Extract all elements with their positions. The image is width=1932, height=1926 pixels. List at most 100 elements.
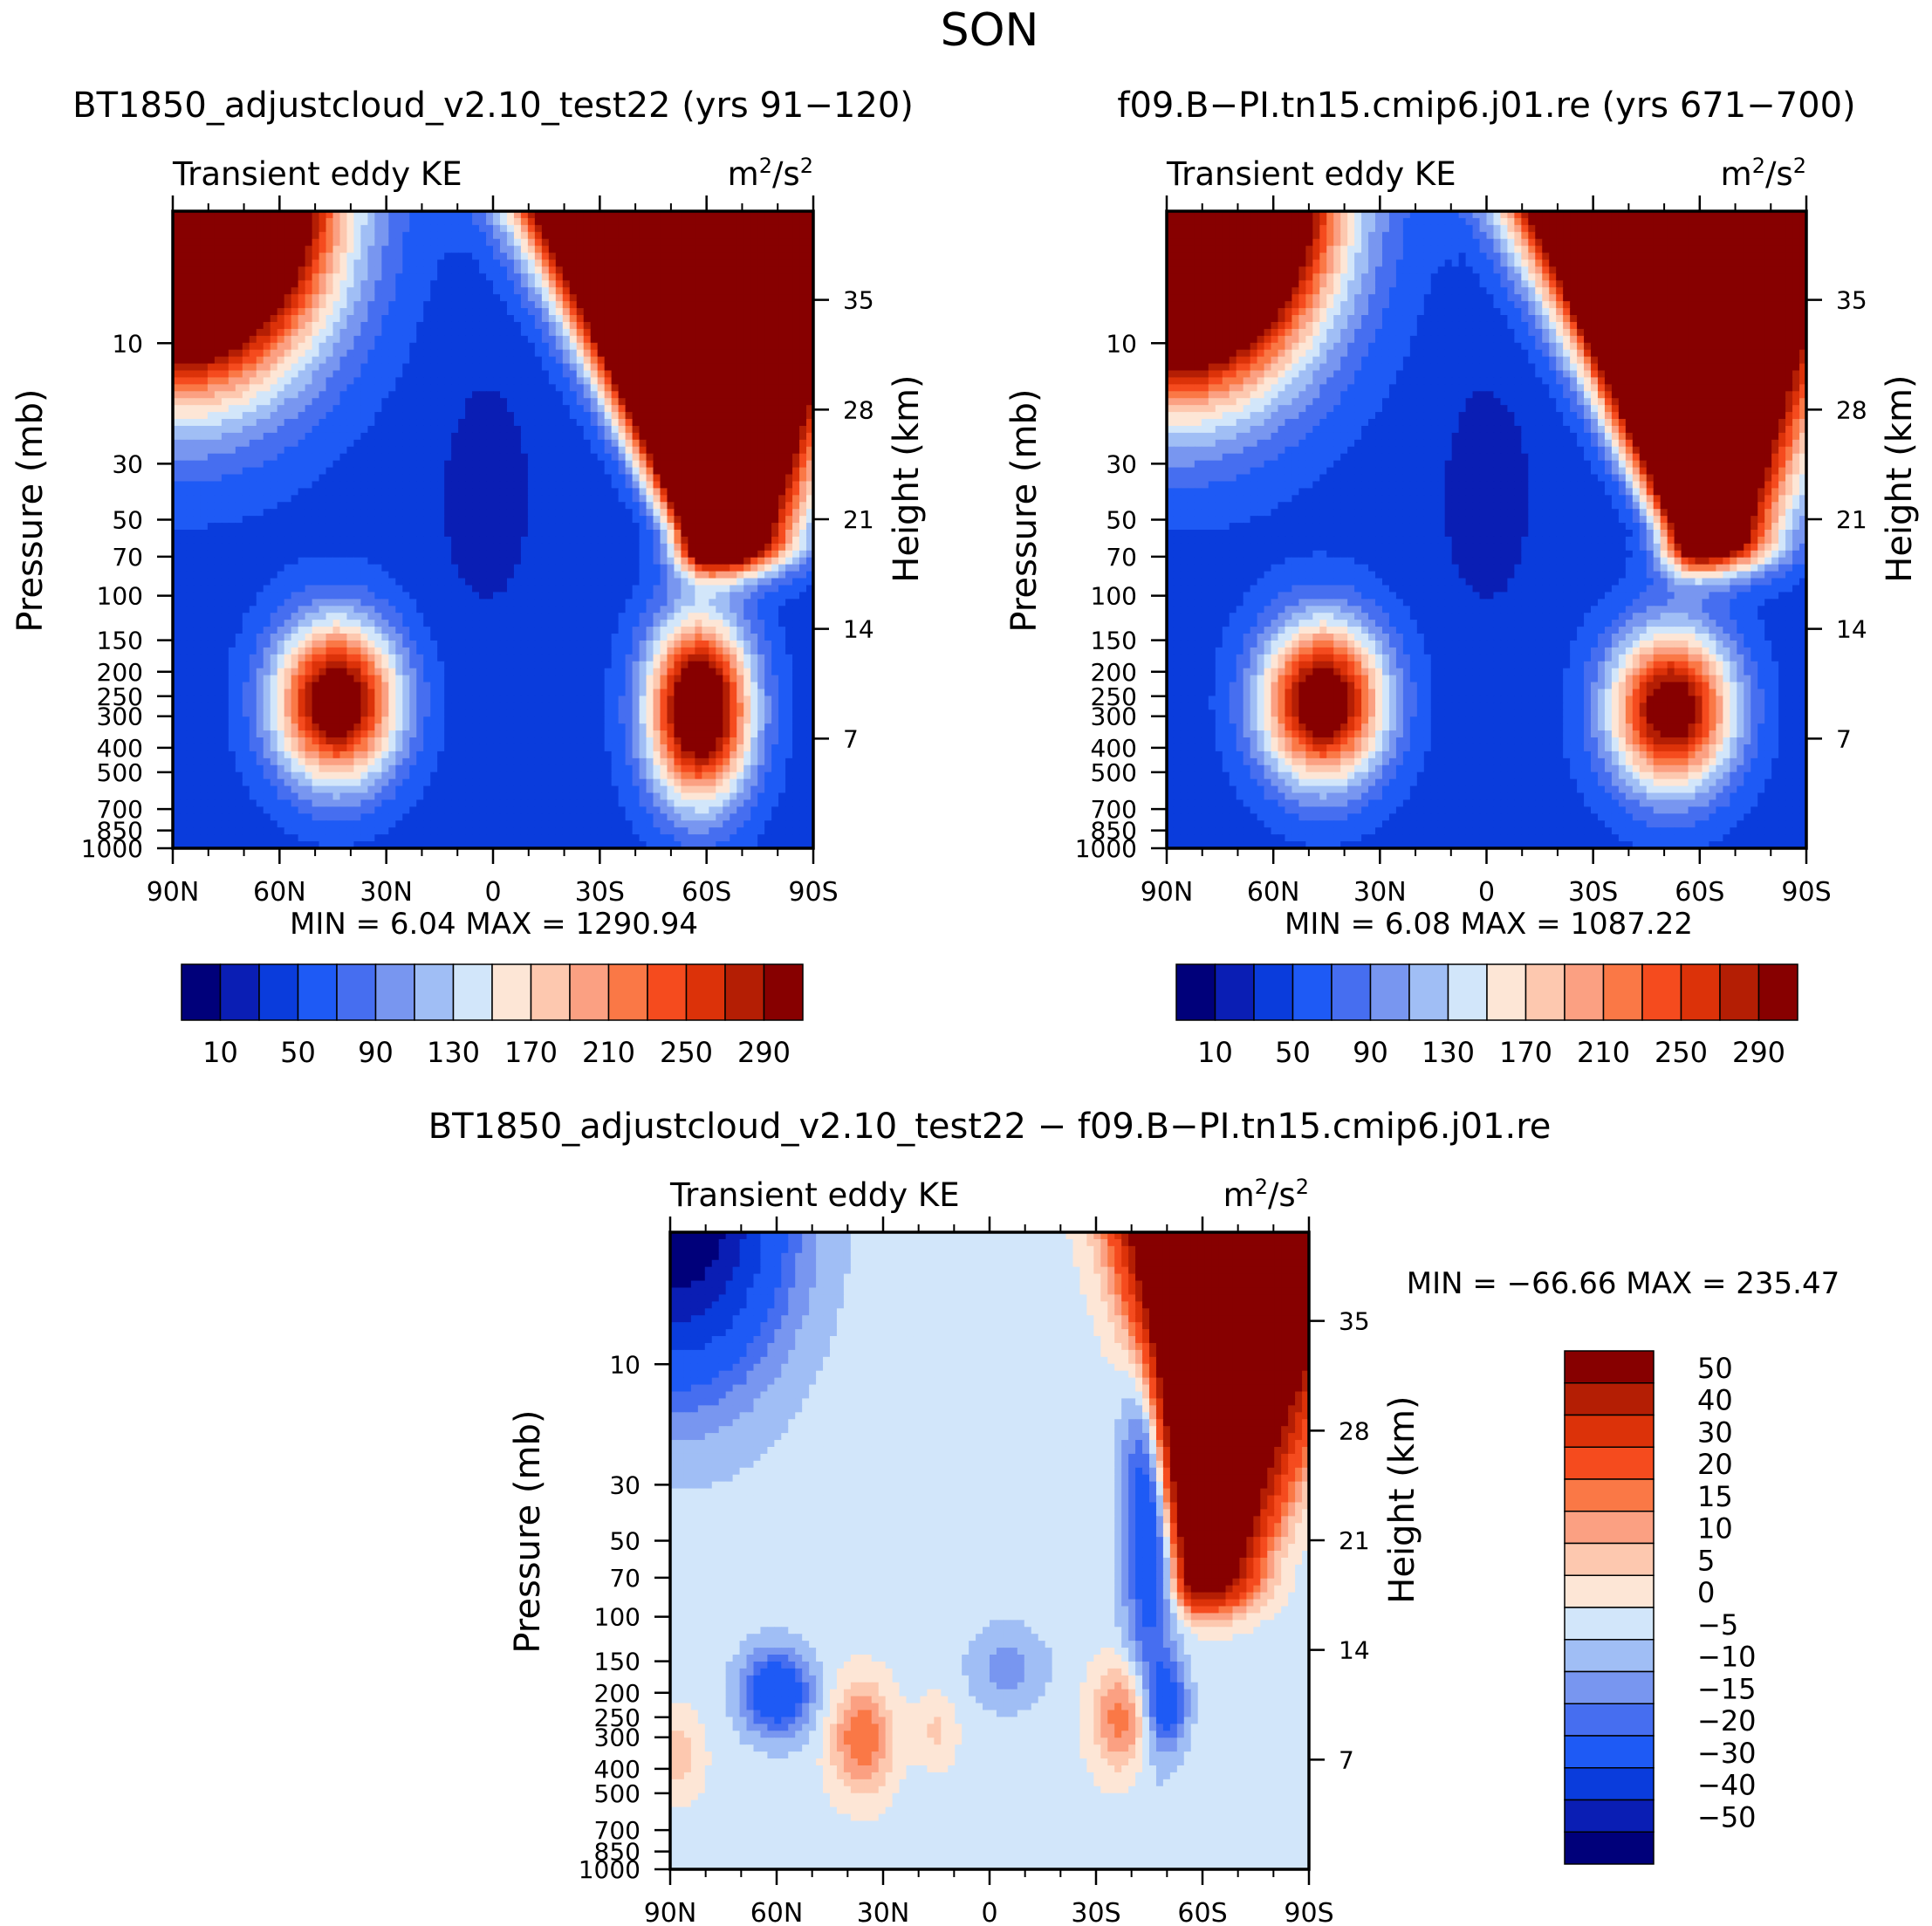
field-cell	[374, 544, 382, 552]
field-cell	[626, 357, 634, 365]
field-cell	[215, 440, 223, 448]
field-cell	[750, 405, 758, 413]
field-cell	[556, 523, 564, 531]
field-cell	[757, 502, 765, 510]
field-cell	[598, 260, 606, 268]
field-cell	[667, 461, 675, 469]
field-cell	[215, 308, 223, 316]
field-cell	[444, 461, 452, 469]
field-cell	[346, 391, 354, 399]
field-cell	[584, 266, 592, 274]
field-cell	[619, 357, 627, 365]
field-cell	[402, 579, 410, 586]
field-cell	[374, 426, 382, 434]
field-cell	[514, 294, 522, 302]
field-cell	[208, 579, 216, 586]
field-cell	[535, 225, 543, 233]
field-cell	[326, 558, 334, 565]
field-cell	[264, 364, 271, 372]
field-cell	[556, 440, 564, 448]
field-cell	[702, 301, 709, 309]
field-cell	[500, 301, 508, 309]
field-cell	[695, 523, 702, 531]
field-cell	[542, 433, 550, 441]
field-cell	[346, 308, 354, 316]
field-cell	[430, 509, 438, 517]
field-cell	[535, 523, 543, 531]
field-cell	[479, 447, 487, 455]
field-cell	[619, 488, 627, 496]
field-cell	[291, 565, 299, 572]
field-cell	[605, 294, 613, 302]
field-cell	[409, 565, 417, 572]
field-cell	[563, 405, 571, 413]
field-cell	[333, 544, 341, 552]
field-cell	[660, 509, 668, 517]
field-cell	[757, 426, 765, 434]
field-cell	[402, 447, 410, 455]
field-cell	[695, 530, 702, 538]
field-cell	[570, 468, 578, 476]
field-cell	[702, 308, 709, 316]
field-cell	[542, 419, 550, 427]
field-cell	[493, 315, 501, 323]
field-cell	[730, 301, 737, 309]
field-cell	[695, 350, 702, 358]
field-cell	[257, 287, 264, 295]
field-cell	[333, 440, 341, 448]
field-cell	[180, 301, 188, 309]
field-cell	[395, 357, 403, 365]
field-cell	[423, 336, 431, 344]
field-cell	[681, 537, 689, 545]
field-cell	[674, 447, 682, 455]
field-cell	[465, 551, 473, 559]
field-cell	[250, 336, 257, 344]
field-cell	[374, 537, 382, 545]
field-cell	[493, 232, 501, 240]
field-cell	[736, 280, 744, 288]
field-cell	[619, 232, 627, 240]
field-cell	[598, 364, 606, 372]
field-cell	[633, 454, 641, 462]
field-cell	[229, 273, 236, 281]
field-cell	[716, 329, 723, 337]
field-cell	[479, 572, 487, 579]
field-cell	[271, 246, 278, 254]
field-cell	[243, 440, 250, 448]
field-cell	[339, 350, 347, 358]
field-cell	[681, 447, 689, 455]
field-cell	[326, 336, 334, 344]
field-cell	[360, 232, 368, 240]
field-cell	[437, 246, 445, 254]
field-cell	[591, 565, 599, 572]
field-cell	[598, 475, 606, 483]
field-cell	[201, 468, 209, 476]
field-cell	[716, 509, 723, 517]
field-cell	[201, 447, 209, 455]
field-cell	[423, 280, 431, 288]
field-cell	[305, 253, 313, 261]
field-cell	[374, 329, 382, 337]
field-cell	[409, 516, 417, 524]
field-cell	[612, 433, 620, 441]
field-cell	[312, 377, 320, 385]
field-cell	[528, 565, 536, 572]
field-cell	[702, 322, 709, 330]
field-cell	[208, 266, 216, 274]
field-cell	[757, 329, 765, 337]
field-cell	[709, 502, 716, 510]
field-cell	[271, 516, 278, 524]
field-cell	[695, 308, 702, 316]
field-cell	[674, 565, 682, 572]
field-cell	[709, 343, 716, 351]
field-cell	[388, 357, 396, 365]
field-cell	[771, 572, 779, 579]
field-cell	[381, 551, 389, 559]
field-cell	[416, 530, 424, 538]
field-cell	[451, 468, 459, 476]
field-cell	[771, 301, 779, 309]
field-cell	[542, 488, 550, 496]
field-cell	[654, 218, 661, 226]
field-cell	[688, 280, 695, 288]
field-cell	[284, 364, 292, 372]
